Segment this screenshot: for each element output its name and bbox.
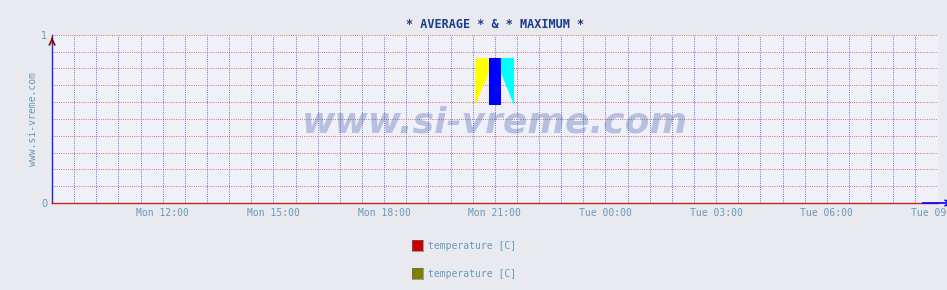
Polygon shape: [489, 58, 501, 106]
Text: temperature [C]: temperature [C]: [428, 241, 516, 251]
Polygon shape: [475, 58, 495, 106]
Y-axis label: www.si-vreme.com: www.si-vreme.com: [28, 72, 38, 166]
Title: * AVERAGE * & * MAXIMUM *: * AVERAGE * & * MAXIMUM *: [405, 18, 584, 31]
Text: temperature [C]: temperature [C]: [428, 269, 516, 279]
Polygon shape: [495, 58, 514, 106]
Text: www.si-vreme.com: www.si-vreme.com: [302, 105, 688, 139]
